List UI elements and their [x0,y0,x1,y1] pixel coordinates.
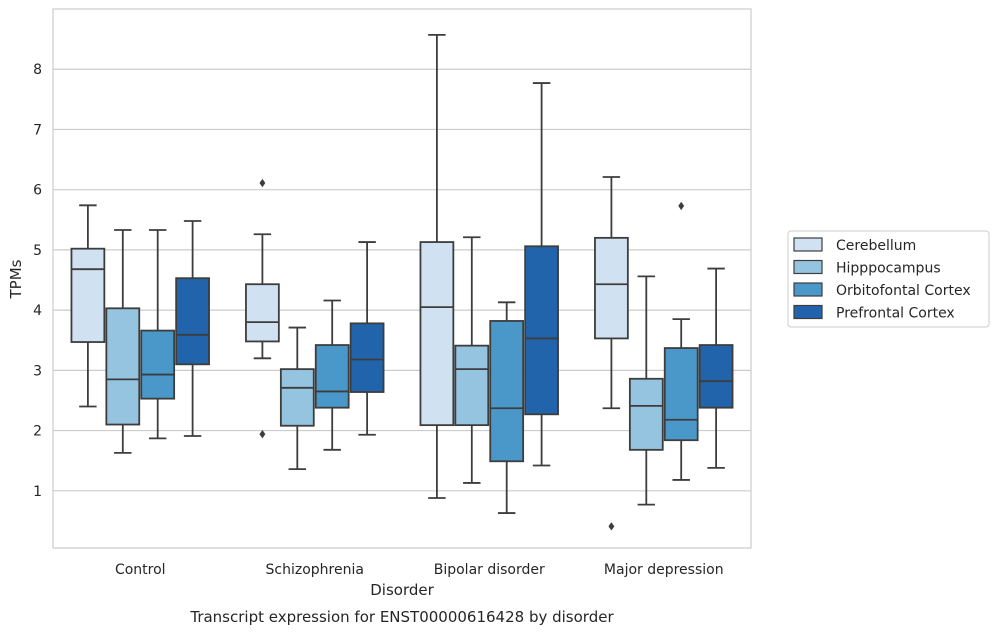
box-0-2 [419,33,455,499]
y-tick-label: 7 [33,122,42,138]
plot-area [53,9,751,548]
y-tick-label: 5 [33,243,42,259]
box-2-0 [140,229,176,440]
box-3-3 [698,267,734,469]
x-tick-label: Schizophrenia [266,562,364,578]
legend-swatch [793,304,823,320]
y-tick-label: 4 [33,303,42,319]
legend-swatch [793,282,823,297]
box-iqr [70,247,106,343]
box-iqr [419,241,455,427]
x-axis-label: Disorder [370,581,434,599]
y-axis-label: TPMs [7,259,25,299]
y-tick-label: 1 [33,484,42,500]
box-iqr [349,322,385,393]
box-3-0 [175,220,210,437]
box-2-2 [489,301,525,514]
box-iqr [628,377,664,451]
legend-swatch [793,259,823,275]
legend: Cerebellum Hipppocampus Orbitofontal Corte… [787,230,990,328]
box-iqr [698,344,734,409]
box-0-1 [245,178,280,439]
box-iqr [524,245,559,416]
box-iqr [279,368,315,427]
box-0-0 [70,204,106,408]
box-1-2 [454,236,490,484]
legend-swatch [793,237,823,252]
x-tick-label: Bipolar disorder [434,562,545,578]
legend-entry: Hipppocampus [836,261,941,277]
chart-title: Transcript expression for ENST0000061642… [189,608,614,626]
box-iqr [140,329,176,400]
y-tick-label: 8 [33,62,42,78]
outlier-point [259,178,266,188]
y-tick-label: 2 [33,424,42,440]
y-tick-label: 6 [33,183,42,199]
x-tick-label: Control [115,562,166,578]
y-tick-label: 3 [33,363,42,379]
box-iqr [314,344,350,409]
box-3-1 [349,241,385,436]
legend-entry: Orbitofontal Cortex [836,283,971,299]
box-iqr [663,347,699,442]
box-groups [70,33,734,531]
box-1-0 [105,229,141,454]
outlier-point [259,429,266,439]
box-iqr [489,320,525,463]
plot-frame [52,8,752,549]
legend-frame [787,230,990,328]
x-tick-label: Major depression [604,562,724,578]
box-1-3 [628,275,664,506]
outlier-point [608,522,615,531]
box-1-1 [279,326,315,471]
y-tick-labels: 1 2 3 4 5 6 7 8 [33,62,42,500]
box-2-1 [314,299,350,451]
box-iqr [175,277,210,366]
box-iqr [594,236,629,340]
box-iqr [245,283,280,343]
box-0-3 [594,176,629,531]
box-2-3 [663,201,699,481]
outlier-point [678,201,685,211]
legend-entry: Cerebellum [836,238,916,254]
box-iqr [454,344,490,427]
x-tick-labels: Control Schizophrenia Bipolar disorder Majo… [115,562,724,578]
box-3-2 [524,82,559,467]
legend-entry: Prefrontal Cortex [836,306,955,322]
box-iqr [105,307,141,426]
